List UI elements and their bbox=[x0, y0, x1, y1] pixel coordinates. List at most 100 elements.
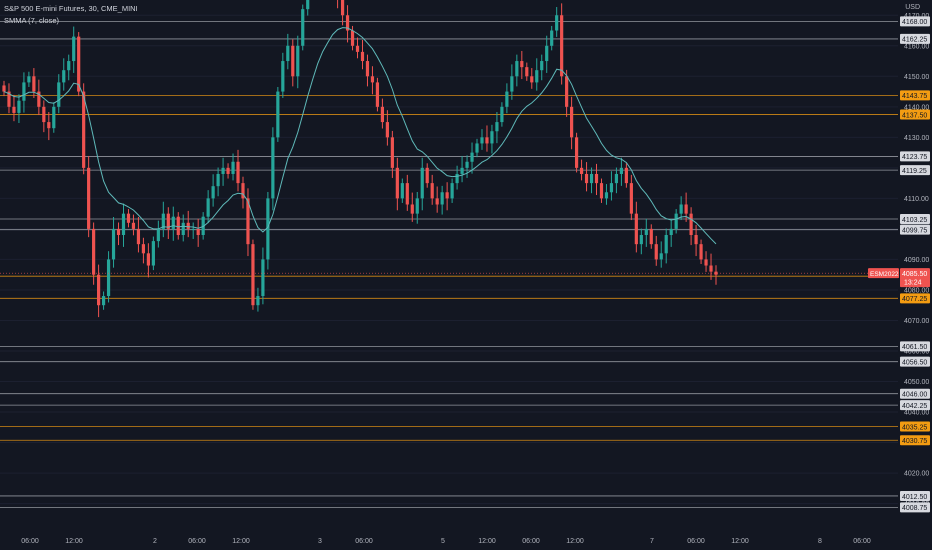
candle-body bbox=[634, 213, 638, 245]
candle-body bbox=[435, 198, 439, 205]
horizontal-levels bbox=[0, 20, 898, 508]
level-tag-label: 4042.25 bbox=[902, 403, 927, 410]
y-tick-label: 4020.00 bbox=[904, 471, 929, 478]
level-tag-bg bbox=[900, 341, 930, 352]
candle-body bbox=[181, 222, 185, 236]
current-price-tag: ESM2022 4085.50 13:24 bbox=[0, 268, 930, 288]
candle-body bbox=[301, 9, 305, 46]
candle-body bbox=[57, 82, 61, 107]
level-tag-bg bbox=[900, 90, 930, 101]
candle-body bbox=[495, 122, 499, 132]
candle-body bbox=[440, 192, 444, 205]
level-tag: 4061.50 bbox=[900, 341, 930, 352]
candle-body bbox=[136, 228, 141, 245]
candle-body bbox=[679, 204, 683, 214]
candle-body bbox=[365, 61, 370, 77]
level-tag: 4123.75 bbox=[900, 151, 930, 162]
level-tag-bg bbox=[900, 224, 930, 235]
candle-body bbox=[370, 76, 375, 83]
candle-body bbox=[7, 91, 11, 107]
candle-body bbox=[12, 106, 16, 113]
x-tick-label: 5 bbox=[441, 538, 445, 545]
price-tag-value: 4085.50 bbox=[902, 271, 927, 278]
candle-body bbox=[171, 216, 175, 229]
candlestick-series bbox=[2, 0, 718, 318]
candle-body bbox=[340, 0, 345, 16]
candle-body bbox=[584, 173, 589, 184]
candle-body bbox=[375, 82, 380, 107]
candle-body bbox=[251, 244, 255, 306]
level-tag-bg bbox=[900, 356, 930, 367]
candle-body bbox=[709, 265, 713, 272]
candle-body bbox=[445, 192, 449, 199]
level-tag-label: 4168.00 bbox=[902, 19, 927, 26]
symbol-tag-label: ESM2022 bbox=[870, 271, 899, 278]
candle-body bbox=[380, 106, 385, 123]
candle-body bbox=[460, 167, 464, 174]
y-tick-label: 4110.00 bbox=[904, 196, 929, 203]
level-tag-bg bbox=[900, 293, 930, 304]
candle-body bbox=[555, 15, 559, 31]
candle-body bbox=[231, 161, 235, 174]
candle-body bbox=[72, 36, 76, 62]
x-tick-label: 12:00 bbox=[566, 538, 584, 545]
y-tick-label: 4090.00 bbox=[904, 257, 929, 264]
level-tag-bg bbox=[900, 213, 930, 224]
level-tag-label: 4143.75 bbox=[902, 93, 927, 100]
candle-body bbox=[131, 222, 136, 229]
candle-body bbox=[465, 161, 469, 168]
candle-body bbox=[166, 213, 170, 229]
candle-body bbox=[450, 183, 454, 199]
y-tick-label: 4140.00 bbox=[904, 104, 929, 111]
candle-body bbox=[490, 131, 494, 144]
candle-body bbox=[415, 198, 419, 214]
candle-body bbox=[619, 167, 623, 174]
level-tag: 4099.75 bbox=[900, 224, 930, 235]
level-tag-label: 4061.50 bbox=[902, 344, 927, 351]
candle-body bbox=[420, 167, 424, 199]
candle-body bbox=[286, 45, 290, 62]
candle-body bbox=[550, 30, 554, 46]
level-tag-label: 4046.00 bbox=[902, 392, 927, 399]
chart-title: S&P 500 E-mini Futures, 30, CME_MINI bbox=[4, 4, 138, 13]
level-tag-label: 4077.25 bbox=[902, 296, 927, 303]
candle-body bbox=[246, 198, 250, 245]
candle-body bbox=[62, 70, 66, 83]
candle-body bbox=[47, 122, 51, 129]
candle-body bbox=[395, 167, 399, 199]
level-tag: 4012.50 bbox=[900, 490, 930, 501]
level-tag-label: 4137.50 bbox=[902, 112, 927, 119]
smma-line bbox=[3, 27, 717, 245]
level-tag: 4035.25 bbox=[900, 421, 930, 432]
candle-body bbox=[505, 91, 509, 107]
candle-body bbox=[211, 186, 215, 199]
candle-body bbox=[236, 161, 240, 184]
level-tag-bg bbox=[900, 421, 930, 432]
candle-body bbox=[475, 143, 479, 153]
candle-body bbox=[121, 213, 126, 236]
candle-body bbox=[614, 173, 619, 184]
level-tag-bg bbox=[900, 502, 930, 513]
level-tag-label: 4030.75 bbox=[902, 438, 927, 445]
grid-lines bbox=[0, 14, 898, 505]
candle-body bbox=[241, 183, 245, 199]
x-tick-label: 06:00 bbox=[522, 538, 540, 545]
candle-body bbox=[2, 85, 6, 92]
x-tick-label: 12:00 bbox=[731, 538, 749, 545]
level-tag-bg bbox=[900, 388, 930, 399]
candle-body bbox=[226, 167, 230, 174]
candle-body bbox=[694, 235, 698, 245]
candle-body bbox=[256, 296, 260, 306]
candle-body bbox=[629, 183, 633, 214]
candle-body bbox=[101, 296, 106, 306]
level-tag-label: 4008.75 bbox=[902, 505, 927, 512]
level-tag: 4030.75 bbox=[900, 435, 930, 446]
candle-body bbox=[609, 183, 614, 193]
indicator-label[interactable]: SMMA (7, close) bbox=[4, 16, 60, 25]
candle-body bbox=[704, 259, 708, 266]
level-tag: 4077.25 bbox=[900, 293, 930, 304]
x-tick-label: 06:00 bbox=[21, 538, 39, 545]
candle-body bbox=[350, 30, 355, 46]
x-tick-label: 8 bbox=[818, 538, 822, 545]
